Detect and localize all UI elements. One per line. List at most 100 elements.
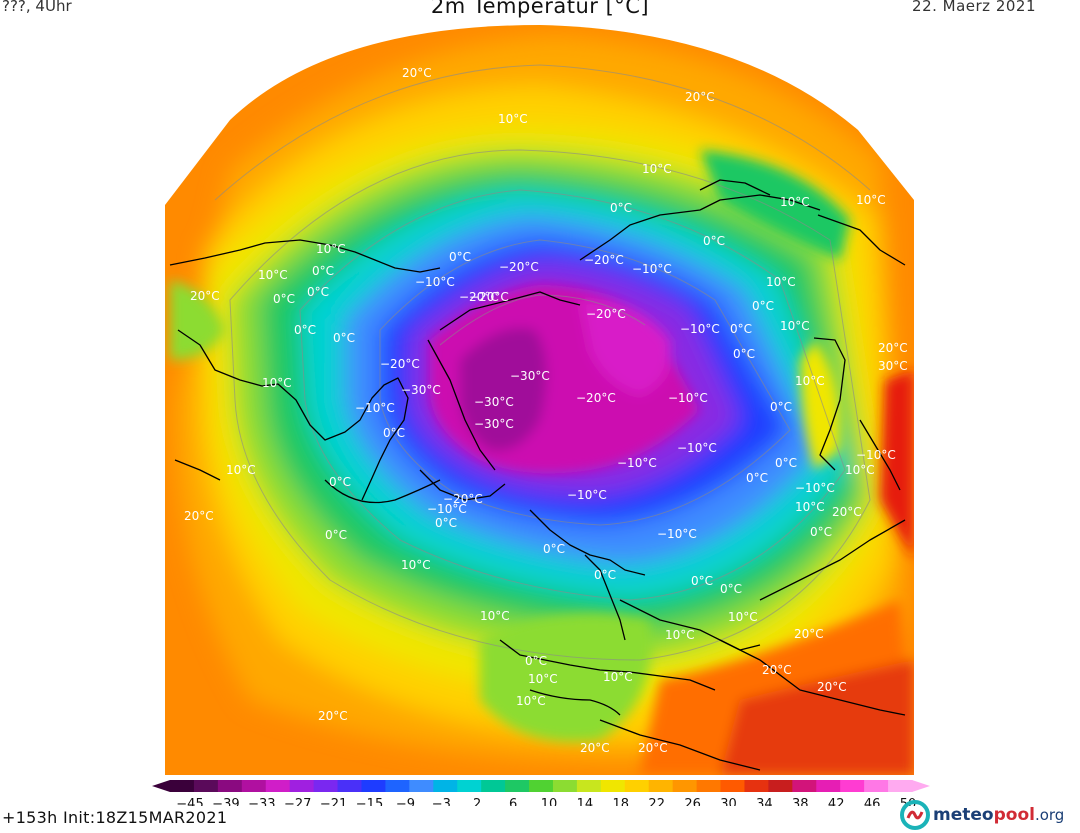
isotherm-label: −20°C — [380, 357, 420, 371]
isotherm-label: −30°C — [474, 417, 514, 431]
color-scale-swatch — [361, 780, 387, 792]
isotherm-label: −20°C — [459, 290, 499, 304]
isotherm-label: −10°C — [795, 481, 835, 495]
color-scale-swatch — [648, 780, 674, 792]
isotherm-label: −10°C — [677, 441, 717, 455]
isotherm-label: 0°C — [810, 525, 832, 539]
isotherm-label: 20°C — [580, 741, 610, 755]
isotherm-label: −10°C — [427, 502, 467, 516]
color-scale-max-arrow — [912, 780, 930, 792]
isotherm-label: 0°C — [312, 264, 334, 278]
isotherm-label: −30°C — [510, 369, 550, 383]
isotherm-label: 0°C — [610, 201, 632, 215]
color-scale-swatch — [840, 780, 865, 792]
color-scale-swatch — [217, 780, 243, 792]
color-scale-swatch — [337, 780, 363, 792]
color-scale-tick-label: 38 — [792, 797, 809, 806]
isotherm-label: −10°C — [567, 488, 607, 502]
color-scale-swatch — [864, 780, 889, 792]
isotherm-label: −10°C — [657, 527, 697, 541]
map-disc — [165, 25, 914, 775]
isotherm-label: 0°C — [770, 400, 792, 414]
run-time-label: ???, 4Uhr — [2, 0, 72, 15]
isotherm-label: −30°C — [474, 395, 514, 409]
map-title: 2m Temperatur [°C] — [430, 0, 650, 18]
isotherm-label: 0°C — [752, 299, 774, 313]
color-scale-tick-label: 22 — [648, 797, 665, 806]
isotherm-label: −20°C — [469, 290, 509, 304]
meteopool-logo-icon — [900, 800, 930, 830]
color-scale-swatch — [624, 780, 650, 792]
color-scale-tick-label: −27 — [284, 797, 311, 806]
isotherm-label: 0°C — [733, 347, 755, 361]
isotherm-label: 10°C — [316, 242, 346, 256]
isotherm-label: 20°C — [318, 709, 348, 723]
isotherm-label: 20°C — [402, 66, 432, 80]
color-scale-swatch — [529, 780, 554, 792]
isotherm-label: −30°C — [401, 383, 441, 397]
color-scale-ticks: −45 −39 −33 −27 −21 −15 −9 −3 2 6 10 14 18 22 26 30 34 38… — [176, 797, 916, 806]
isotherm-label: −10°C — [856, 448, 896, 462]
isotherm-label: 10°C — [728, 610, 758, 624]
valid-date-label: 22. Maerz 2021 — [912, 0, 1036, 15]
isotherm-label: 0°C — [775, 456, 797, 470]
init-run-label: +153h Init:18Z15MAR2021 — [2, 808, 228, 827]
color-scale-swatch — [720, 780, 746, 792]
isotherm-label: −20°C — [443, 492, 483, 506]
color-scale-swatch — [170, 780, 195, 792]
isotherm-label: −20°C — [576, 391, 616, 405]
color-scale-swatch — [744, 780, 769, 792]
isotherm-label: 10°C — [845, 463, 875, 477]
isotherm-label: 10°C — [766, 275, 796, 289]
isotherm-label: −10°C — [355, 401, 395, 415]
color-scale-tick-label: −39 — [212, 797, 239, 806]
brand-logo[interactable]: meteopool.org — [900, 798, 1064, 832]
color-scale-swatch — [313, 780, 339, 792]
isotherm-label: 10°C — [516, 694, 546, 708]
color-scale-swatch — [385, 780, 410, 792]
isotherm-label: 10°C — [856, 193, 886, 207]
color-scale-tick-label: 46 — [864, 797, 881, 806]
isotherm-label: 10°C — [226, 463, 256, 477]
isotherm-label: 0°C — [449, 250, 471, 264]
isotherm-label: 0°C — [730, 322, 752, 336]
color-scale-swatch — [552, 780, 578, 792]
color-scale-tick-label: 50 — [900, 797, 917, 806]
isotherm-label: 10°C — [528, 672, 558, 686]
isotherm-label: 10°C — [665, 628, 695, 642]
color-scale-tick-label: 26 — [684, 797, 701, 806]
color-scale-tick-label: 6 — [509, 797, 517, 806]
isotherm-label: 30°C — [878, 359, 908, 373]
isotherm-label: 10°C — [498, 112, 528, 126]
isotherm-label: −10°C — [680, 322, 720, 336]
color-scale-swatch — [576, 780, 602, 792]
isotherm-label: −10°C — [617, 456, 657, 470]
isotherm-label: 0°C — [525, 654, 547, 668]
isotherm-label: 0°C — [691, 574, 713, 588]
color-scale-swatch — [600, 780, 626, 792]
isotherm-label: 10°C — [603, 670, 633, 684]
color-scale-swatch — [888, 780, 913, 792]
color-scale-swatch — [768, 780, 793, 792]
color-scale-swatch — [289, 780, 315, 792]
isotherm-label: 0°C — [325, 528, 347, 542]
color-scale-swatch — [457, 780, 482, 792]
isotherm-label: 10°C — [258, 268, 288, 282]
isotherm-label: 20°C — [878, 341, 908, 355]
isotherm-label: −10°C — [668, 391, 708, 405]
isotherm-label: 0°C — [307, 285, 329, 299]
color-scale-swatch — [792, 780, 817, 792]
color-scale-swatch — [241, 780, 267, 792]
color-scale-swatch — [193, 780, 219, 792]
isotherm-label: −20°C — [586, 307, 626, 321]
isotherm-label: 0°C — [720, 582, 742, 596]
color-scale-tick-label: −45 — [176, 797, 203, 806]
color-scale-swatch — [433, 780, 458, 792]
color-scale-tick-label: 34 — [756, 797, 773, 806]
color-scale-tick-label: 10 — [541, 797, 558, 806]
color-scale-swatch — [505, 780, 530, 792]
isotherm-label: 20°C — [832, 505, 862, 519]
isotherm-label: −10°C — [415, 275, 455, 289]
color-scale-tick-label: −9 — [396, 797, 415, 806]
isotherm-label: 20°C — [190, 289, 220, 303]
